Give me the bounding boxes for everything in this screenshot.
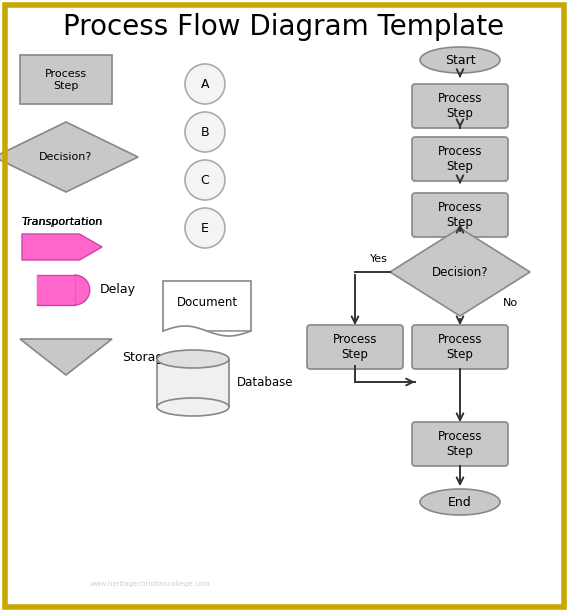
FancyBboxPatch shape — [412, 422, 508, 466]
Polygon shape — [22, 234, 102, 260]
Polygon shape — [20, 339, 112, 375]
Text: Process
Step: Process Step — [438, 92, 483, 120]
Circle shape — [185, 208, 225, 248]
Text: Process
Step: Process Step — [438, 201, 483, 229]
Text: Delay: Delay — [100, 283, 136, 296]
Text: B: B — [201, 125, 209, 138]
Text: Database: Database — [237, 376, 294, 389]
Text: www.heritagechristiancollege.com: www.heritagechristiancollege.com — [90, 581, 211, 587]
Text: Storage: Storage — [122, 351, 171, 364]
FancyBboxPatch shape — [412, 193, 508, 237]
Bar — [163, 281, 251, 331]
Ellipse shape — [157, 398, 229, 416]
Circle shape — [185, 64, 225, 104]
Bar — [37, 276, 75, 304]
FancyBboxPatch shape — [412, 84, 508, 128]
Text: Start: Start — [445, 53, 475, 67]
Text: E: E — [201, 222, 209, 234]
Circle shape — [185, 112, 225, 152]
Text: Transportation: Transportation — [22, 217, 102, 227]
Ellipse shape — [420, 489, 500, 515]
Text: C: C — [201, 173, 209, 187]
FancyBboxPatch shape — [412, 137, 508, 181]
Bar — [37, 275, 75, 305]
Text: Yes: Yes — [370, 254, 388, 264]
Text: No: No — [503, 298, 518, 308]
Polygon shape — [390, 228, 530, 316]
Bar — [157, 359, 229, 407]
Text: Document: Document — [176, 296, 238, 308]
Text: Process
Step: Process Step — [438, 430, 483, 458]
FancyBboxPatch shape — [307, 325, 403, 369]
Text: Process
Step: Process Step — [438, 145, 483, 173]
Text: Process
Step: Process Step — [45, 69, 87, 91]
Text: End: End — [448, 496, 472, 509]
Polygon shape — [0, 122, 138, 192]
Text: A: A — [201, 78, 209, 91]
Text: Process Flow Diagram Template: Process Flow Diagram Template — [63, 13, 505, 41]
Ellipse shape — [420, 47, 500, 73]
FancyBboxPatch shape — [412, 325, 508, 369]
Text: Transportation: Transportation — [22, 217, 103, 227]
Wedge shape — [75, 275, 90, 305]
Text: Decision?: Decision? — [39, 152, 93, 162]
Ellipse shape — [157, 350, 229, 368]
Text: Decision?: Decision? — [432, 266, 488, 278]
FancyBboxPatch shape — [20, 55, 112, 104]
Text: Process
Step: Process Step — [333, 333, 377, 361]
Text: Process
Step: Process Step — [438, 333, 483, 361]
Circle shape — [185, 160, 225, 200]
